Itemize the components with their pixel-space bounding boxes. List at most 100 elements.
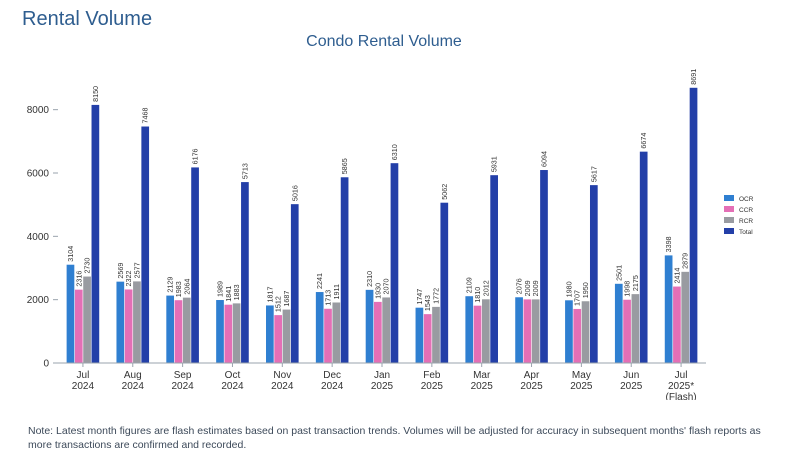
legend-swatch-rcr: [724, 217, 734, 223]
legend-swatch-total: [724, 228, 734, 234]
data-label-total: 6094: [539, 151, 548, 167]
data-label-ocr: 3398: [664, 236, 673, 252]
bar-ccr: [523, 299, 532, 363]
chart-title: Condo Rental Volume: [306, 33, 462, 50]
bar-ocr: [266, 305, 274, 363]
y-tick-label: 0: [43, 359, 49, 370]
bar-ocr: [315, 292, 324, 363]
data-label-ocr: 1980: [564, 281, 573, 297]
data-label-ocr: 2129: [166, 277, 175, 293]
data-label-rcr: 1911: [332, 284, 341, 299]
bar-total: [241, 182, 249, 363]
data-label-ccr: 2414: [672, 268, 681, 284]
x-tick-label: Jul 2024: [72, 370, 95, 392]
bar-total: [689, 87, 698, 363]
bar-total: [390, 163, 399, 363]
bar-ccr: [673, 286, 681, 363]
x-tick-label: Jul 2025* (Flash): [666, 370, 697, 400]
bar-rcr: [133, 281, 141, 363]
data-label-rcr: 1883: [232, 284, 241, 300]
bar-ocr: [565, 300, 573, 363]
bar-ocr: [664, 255, 673, 363]
bar-ccr: [573, 308, 582, 363]
data-label-ccr: 1707: [573, 290, 582, 306]
x-tick-label: May 2025: [570, 370, 593, 392]
data-label-rcr: 2577: [132, 262, 141, 278]
data-label-ccr: 1810: [473, 287, 482, 303]
bar-rcr: [382, 297, 390, 363]
data-label-total: 8150: [91, 86, 100, 102]
x-tick-label: Oct 2024: [221, 370, 244, 392]
bar-rcr: [282, 309, 291, 363]
x-tick-label: Jan 2025: [371, 370, 394, 392]
data-label-ccr: 1930: [373, 283, 382, 299]
data-label-ccr: 1543: [423, 295, 432, 311]
bar-rcr: [232, 303, 241, 363]
bar-ocr: [614, 283, 623, 363]
data-label-total: 5016: [290, 185, 299, 201]
bar-ocr: [515, 297, 523, 363]
data-label-ccr: 1998: [623, 281, 632, 297]
data-label-rcr: 1950: [581, 282, 590, 298]
bar-ocr: [166, 295, 175, 363]
data-label-total: 5617: [589, 166, 598, 182]
data-label-ocr: 2569: [116, 263, 125, 279]
bar-rcr: [481, 299, 490, 363]
data-label-total: 5931: [490, 156, 499, 172]
bar-ccr: [374, 301, 382, 363]
bar-ccr: [623, 299, 631, 363]
data-label-rcr: 1772: [431, 288, 440, 304]
data-label-ccr: 2322: [124, 270, 133, 286]
y-axis: 0 2000 4000 6000 8000: [27, 105, 58, 370]
bar-ccr: [473, 305, 482, 363]
data-label-total: 7468: [141, 108, 150, 124]
legend: OCR CCR RCR Total: [724, 195, 754, 236]
data-label-rcr: 2064: [182, 279, 191, 295]
x-tick-label: Nov 2024: [271, 370, 294, 392]
bar-total: [191, 167, 199, 363]
data-label-rcr: 2070: [382, 278, 391, 294]
data-label-ocr: 2109: [465, 277, 474, 293]
data-label-total: 6310: [390, 144, 399, 160]
bar-total: [639, 151, 648, 363]
legend-swatch-ccr: [724, 206, 734, 212]
data-label-ccr: 1983: [174, 281, 183, 297]
bar-ccr: [174, 300, 183, 363]
data-label-ccr: 2316: [74, 271, 83, 287]
x-tick-label: Sep 2024: [171, 370, 194, 392]
bar-total: [340, 177, 349, 363]
data-label-total: 6674: [639, 133, 648, 149]
bar-total: [440, 202, 449, 363]
legend-label-ccr: CCR: [739, 207, 753, 214]
data-label-ccr: 1841: [224, 286, 233, 302]
data-label-ocr: 1817: [265, 286, 274, 302]
bar-ccr: [423, 314, 432, 363]
bar-total: [290, 204, 299, 363]
bar-total: [540, 170, 548, 363]
bar-rcr: [432, 306, 440, 363]
data-label-ocr: 2076: [515, 278, 524, 294]
data-label-ocr: 1989: [216, 281, 225, 297]
y-tick-label: 8000: [27, 105, 50, 116]
data-label-total: 5865: [340, 158, 349, 174]
data-label-rcr: 2175: [631, 275, 640, 291]
bar-rcr: [182, 297, 191, 363]
data-label-total: 5713: [240, 163, 249, 179]
data-label-ccr: 2009: [523, 280, 532, 296]
x-tick-label: Apr 2025: [520, 370, 543, 392]
bar-rcr: [531, 299, 540, 363]
data-label-total: 6176: [191, 148, 200, 164]
x-axis: Jul 2024 Aug 2024 Sep 2024 Oct 2024 Nov 2024 Dec 20…: [58, 362, 706, 400]
bar-rcr: [581, 301, 590, 363]
data-label-ocr: 3104: [66, 246, 75, 262]
data-label-rcr: 2730: [83, 258, 92, 274]
bar-ccr: [74, 289, 83, 363]
